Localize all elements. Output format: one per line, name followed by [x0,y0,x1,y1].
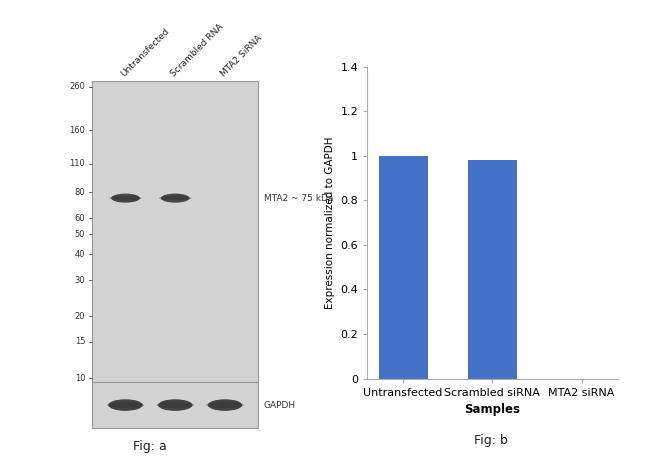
Text: 10: 10 [75,374,85,383]
Text: GAPDH: GAPDH [264,401,296,409]
Text: 50: 50 [75,230,85,239]
Ellipse shape [159,196,192,201]
Ellipse shape [111,194,140,203]
X-axis label: Samples: Samples [464,403,521,416]
Bar [92,81,258,382]
Ellipse shape [109,399,142,411]
Ellipse shape [107,402,144,408]
Text: MTA2 SiRNA: MTA2 SiRNA [218,34,263,79]
Text: Fig: b: Fig: b [474,434,508,447]
Text: Untransfected: Untransfected [119,27,171,79]
Bar [468,160,517,379]
Bar [378,156,428,379]
Text: 20: 20 [75,312,85,321]
Text: 160: 160 [70,126,85,135]
Ellipse shape [208,399,242,411]
Text: Scrambled RNA: Scrambled RNA [169,22,225,79]
Ellipse shape [206,402,244,408]
Text: 60: 60 [75,213,85,223]
Ellipse shape [158,399,192,411]
Ellipse shape [109,196,142,201]
Ellipse shape [157,402,194,408]
Ellipse shape [161,194,190,203]
Text: 110: 110 [70,159,85,168]
Bar [92,382,258,428]
Text: 260: 260 [70,83,85,91]
Text: MTA2 ~ 75 kDa: MTA2 ~ 75 kDa [264,194,333,202]
Text: 80: 80 [75,188,85,197]
Text: 30: 30 [75,275,85,285]
Text: 40: 40 [75,250,85,259]
Text: Fig: a: Fig: a [133,440,166,453]
Y-axis label: Expression normalized to GAPDH: Expression normalized to GAPDH [325,136,335,309]
Text: 15: 15 [75,337,85,347]
